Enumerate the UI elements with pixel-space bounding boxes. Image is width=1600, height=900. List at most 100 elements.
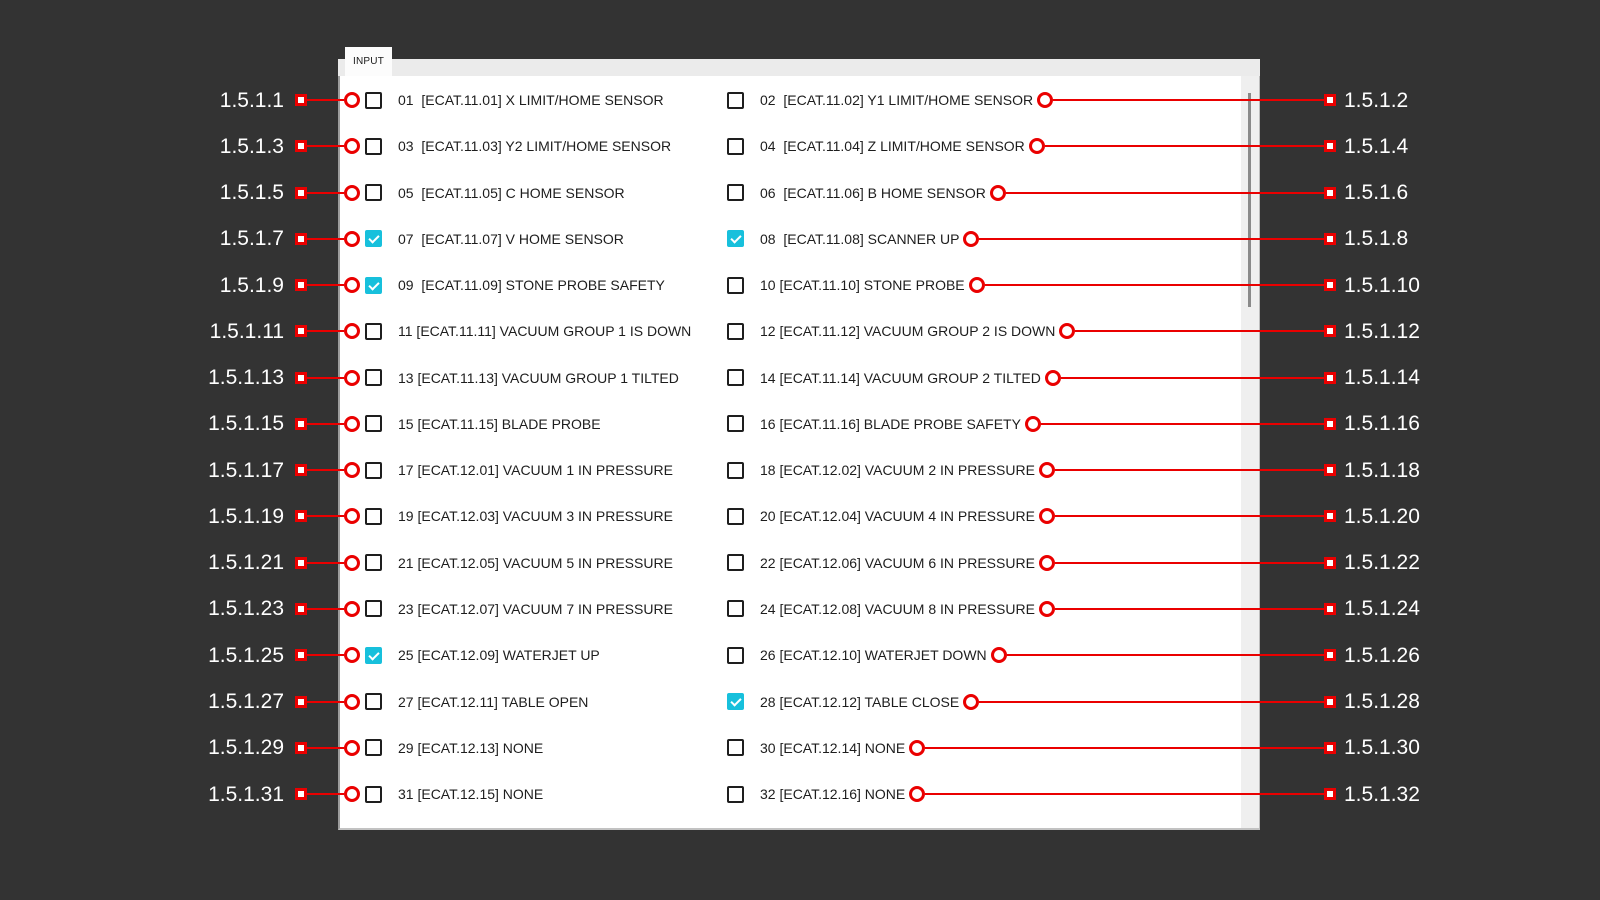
- input-checkbox[interactable]: [365, 415, 382, 433]
- input-checkbox[interactable]: [727, 369, 744, 387]
- input-checkbox[interactable]: [727, 230, 744, 248]
- annotation-circle-icon: [344, 786, 360, 803]
- annotation-circle-icon: [909, 739, 926, 756]
- input-checkbox[interactable]: [365, 91, 382, 109]
- annotation-circle-icon: [968, 277, 985, 294]
- annotation-line: [1005, 191, 1324, 194]
- input-checkbox[interactable]: [727, 137, 744, 155]
- input-checkbox[interactable]: [727, 554, 744, 572]
- annotation-line: [307, 145, 344, 148]
- annotation-circle-icon: [1038, 462, 1055, 479]
- annotation-circle-icon: [1038, 600, 1055, 617]
- annotation-label-left: 1.5.1.23: [208, 597, 284, 621]
- input-label: 04 [ECAT.11.04] Z LIMIT/HOME SENSOR: [760, 138, 1025, 155]
- input-checkbox[interactable]: [365, 739, 382, 757]
- input-checkbox[interactable]: [727, 646, 744, 664]
- io-row: 1.5.1.19 19 [ECAT.12.03] VACUUM 3 IN PRE…: [0, 493, 1600, 539]
- annotation-square-icon: [295, 279, 307, 292]
- annotation-label-left: 1.5.1.15: [208, 412, 284, 436]
- input-checkbox[interactable]: [365, 230, 382, 248]
- input-checkbox[interactable]: [727, 739, 744, 757]
- annotation-square-icon: [1324, 649, 1336, 662]
- annotation-line: [307, 607, 344, 610]
- input-label: 25 [ECAT.12.09] WATERJET UP: [398, 647, 600, 664]
- input-checkbox[interactable]: [727, 600, 744, 618]
- input-label: 14 [ECAT.11.14] VACUUM GROUP 2 TILTED: [760, 369, 1041, 386]
- annotation-line: [307, 330, 344, 333]
- annotation-square-icon: [295, 741, 307, 754]
- annotation-label-left: 1.5.1.21: [208, 551, 284, 575]
- input-checkbox[interactable]: [365, 276, 382, 294]
- annotation-line: [307, 746, 344, 749]
- annotation-label-right: 1.5.1.12: [1344, 319, 1420, 343]
- input-label: 17 [ECAT.12.01] VACUUM 1 IN PRESSURE: [398, 462, 673, 479]
- annotation-circle-icon: [344, 369, 360, 386]
- annotation-label-right: 1.5.1.10: [1344, 273, 1420, 297]
- input-label: 23 [ECAT.12.07] VACUUM 7 IN PRESSURE: [398, 600, 673, 617]
- input-checkbox[interactable]: [727, 507, 744, 525]
- annotation-circle-icon: [344, 508, 360, 525]
- input-checkbox[interactable]: [727, 322, 744, 340]
- input-label: 26 [ECAT.12.10] WATERJET DOWN: [760, 647, 987, 664]
- scrollbar-thumb[interactable]: [1248, 93, 1251, 307]
- input-label: 08 [ECAT.11.08] SCANNER UP: [760, 230, 960, 247]
- annotation-circle-icon: [989, 184, 1006, 201]
- tab-bar: [338, 59, 1260, 76]
- annotation-square-icon: [295, 371, 307, 384]
- input-checkbox[interactable]: [365, 554, 382, 572]
- input-checkbox[interactable]: [365, 322, 382, 340]
- input-checkbox[interactable]: [365, 693, 382, 710]
- annotation-circle-icon: [344, 647, 360, 664]
- input-checkbox[interactable]: [727, 693, 744, 710]
- annotation-line: [307, 191, 344, 194]
- annotation-square-icon: [295, 186, 307, 199]
- annotation-square-icon: [1324, 232, 1336, 245]
- input-checkbox[interactable]: [365, 369, 382, 387]
- annotation-line: [307, 376, 344, 379]
- input-checkbox[interactable]: [365, 600, 382, 618]
- annotation-circle-icon: [344, 277, 360, 294]
- input-label: 16 [ECAT.11.16] BLADE PROBE SAFETY: [760, 415, 1021, 432]
- annotation-square-icon: [1324, 279, 1336, 292]
- annotation-circle-icon: [1038, 508, 1055, 525]
- input-checkbox[interactable]: [727, 184, 744, 202]
- input-label: 05 [ECAT.11.05] C HOME SENSOR: [398, 184, 625, 201]
- input-label: 03 [ECAT.11.03] Y2 LIMIT/HOME SENSOR: [398, 138, 672, 155]
- input-checkbox[interactable]: [727, 415, 744, 433]
- annotation-square-icon: [1324, 695, 1336, 708]
- input-label: 28 [ECAT.12.12] TABLE CLOSE: [760, 693, 960, 710]
- input-label: 30 [ECAT.12.14] NONE: [760, 739, 906, 756]
- annotation-circle-icon: [344, 184, 360, 201]
- annotation-circle-icon: [344, 138, 360, 155]
- input-label: 12 [ECAT.11.12] VACUUM GROUP 2 IS DOWN: [760, 323, 1056, 340]
- annotation-circle-icon: [990, 647, 1007, 664]
- annotation-label-right: 1.5.1.4: [1344, 134, 1409, 158]
- tab-input-label: INPUT: [353, 56, 384, 67]
- scrollbar-track[interactable]: [1241, 76, 1259, 828]
- input-checkbox[interactable]: [365, 137, 382, 155]
- input-checkbox[interactable]: [365, 184, 382, 202]
- annotation-circle-icon: [1028, 138, 1045, 155]
- input-checkbox[interactable]: [727, 276, 744, 294]
- annotation-square-icon: [1324, 140, 1336, 153]
- input-checkbox[interactable]: [727, 91, 744, 109]
- input-checkbox[interactable]: [727, 461, 744, 479]
- input-checkbox[interactable]: [365, 785, 382, 803]
- input-label: 22 [ECAT.12.06] VACUUM 6 IN PRESSURE: [760, 554, 1035, 571]
- input-checkbox[interactable]: [365, 646, 382, 664]
- input-label: 07 [ECAT.11.07] V HOME SENSOR: [398, 230, 624, 247]
- input-checkbox[interactable]: [727, 785, 744, 803]
- input-label: 13 [ECAT.11.13] VACUUM GROUP 1 TILTED: [398, 369, 679, 386]
- annotation-label-left: 1.5.1.19: [208, 504, 284, 528]
- tab-input[interactable]: INPUT: [345, 47, 392, 76]
- annotation-line: [307, 793, 344, 796]
- input-checkbox[interactable]: [365, 507, 382, 525]
- input-checkbox[interactable]: [365, 461, 382, 479]
- annotation-square-icon: [295, 788, 307, 801]
- annotation-line: [307, 515, 344, 518]
- panel-content: [338, 76, 1260, 830]
- annotation-circle-icon: [344, 693, 360, 710]
- annotation-line: [1060, 376, 1324, 379]
- annotation-label-right: 1.5.1.18: [1344, 458, 1420, 482]
- annotation-square-icon: [1324, 417, 1336, 430]
